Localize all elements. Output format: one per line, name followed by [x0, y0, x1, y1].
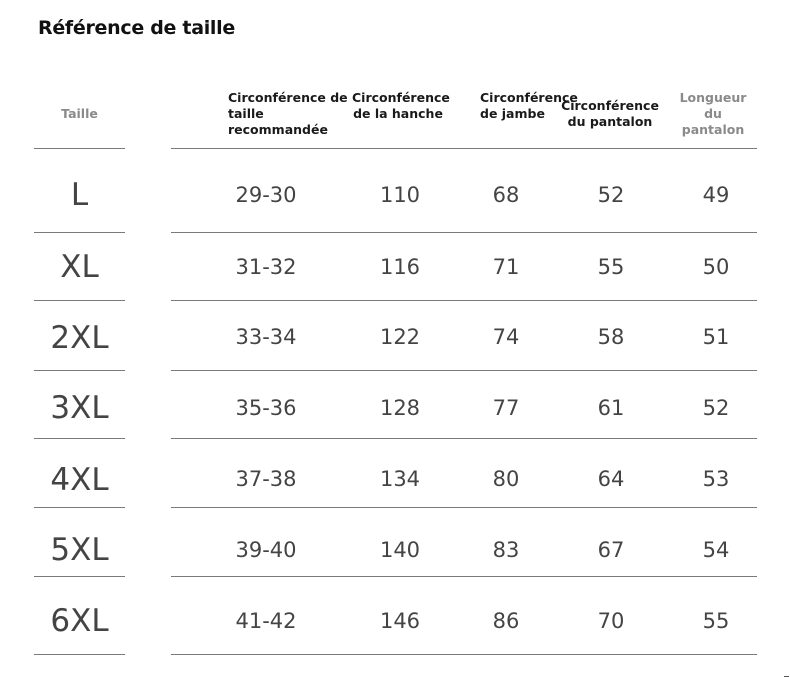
header-waist-recommended: Circonférence de taille recommandée — [228, 90, 348, 137]
leg-value: 74 — [492, 325, 520, 349]
length-value: 49 — [702, 183, 730, 207]
waist-value: 39-40 — [235, 538, 297, 562]
page-title: Référence de taille — [38, 17, 235, 39]
row-divider-main — [171, 438, 757, 439]
row-divider-size — [34, 507, 125, 508]
row-divider-main — [171, 654, 757, 655]
leg-value: 71 — [492, 255, 520, 279]
row-divider-main — [171, 576, 757, 577]
waist-value: 37-38 — [235, 467, 297, 491]
row-divider-size — [34, 232, 125, 233]
hip-value: 116 — [379, 255, 421, 279]
size-label: XL — [60, 249, 99, 285]
pants-value: 64 — [597, 467, 625, 491]
row-divider-main — [171, 300, 757, 301]
hip-value: 134 — [379, 467, 421, 491]
row-divider-size — [34, 370, 125, 371]
hip-value: 140 — [379, 538, 421, 562]
size-label: 4XL — [50, 462, 109, 498]
header-hip: Circonférence de la hanche — [352, 90, 450, 121]
row-divider-size — [34, 300, 125, 301]
pants-value: 61 — [597, 396, 625, 420]
leg-value: 68 — [492, 183, 520, 207]
waist-value: 29-30 — [235, 183, 297, 207]
header-length: Longueur du pantalon — [679, 90, 747, 137]
waist-value: 31-32 — [235, 255, 297, 279]
row-divider-main — [171, 507, 757, 508]
length-value: 52 — [702, 396, 730, 420]
waist-value: 35-36 — [235, 396, 297, 420]
size-label: 5XL — [50, 532, 109, 568]
row-divider-size — [34, 654, 125, 655]
leg-value: 86 — [492, 609, 520, 633]
header-leg: Circonférence de jambe — [480, 90, 578, 121]
pants-value: 70 — [597, 609, 625, 633]
header-divider-main — [171, 148, 757, 149]
pants-value: 52 — [597, 183, 625, 207]
hip-value: 122 — [379, 325, 421, 349]
length-value: 51 — [702, 325, 730, 349]
hip-value: 146 — [379, 609, 421, 633]
waist-value: 41-42 — [235, 609, 297, 633]
waist-value: 33-34 — [235, 325, 297, 349]
length-value: 53 — [702, 467, 730, 491]
length-value: 50 — [702, 255, 730, 279]
leg-value: 80 — [492, 467, 520, 491]
row-divider-size — [34, 438, 125, 439]
size-label: 3XL — [50, 390, 109, 426]
size-label: 6XL — [50, 603, 109, 639]
length-value: 55 — [702, 609, 730, 633]
leg-value: 83 — [492, 538, 520, 562]
size-label: 2XL — [50, 320, 109, 356]
leg-value: 77 — [492, 396, 520, 420]
row-divider-main — [171, 232, 757, 233]
row-divider-size — [34, 576, 125, 577]
pants-value: 67 — [597, 538, 625, 562]
row-divider-main — [171, 370, 757, 371]
hip-value: 110 — [379, 183, 421, 207]
hip-value: 128 — [379, 396, 421, 420]
header-divider-size — [34, 148, 125, 149]
header-pants: Circonférence du pantalon — [561, 98, 659, 129]
size-label: L — [70, 177, 89, 213]
pants-value: 55 — [597, 255, 625, 279]
pants-value: 58 — [597, 325, 625, 349]
header-size: Taille — [61, 106, 98, 121]
length-value: 54 — [702, 538, 730, 562]
